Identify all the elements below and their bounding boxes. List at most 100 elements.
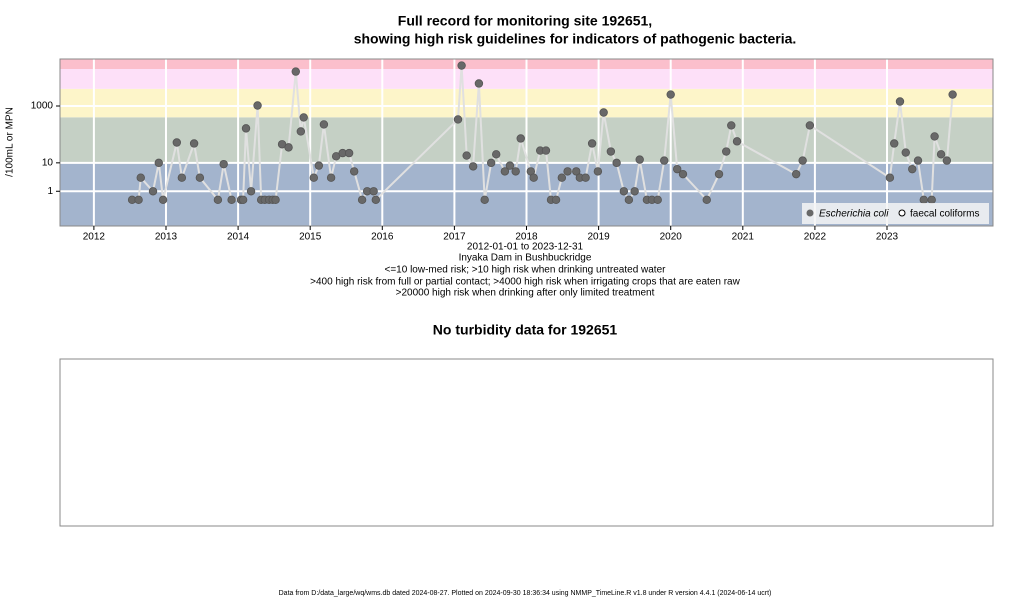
data-point — [624, 195, 634, 205]
data-point — [529, 173, 538, 182]
empty-plot-frame — [59, 358, 994, 527]
data-point — [948, 90, 957, 99]
data-point — [672, 164, 682, 174]
data-point — [913, 156, 923, 165]
x-tick-label: 2021 — [732, 232, 755, 243]
y-tick-label: 10 — [42, 157, 54, 168]
legend-symbol — [806, 209, 814, 217]
data-point — [158, 195, 168, 205]
data-point — [453, 115, 463, 124]
data-point — [901, 148, 910, 157]
x-tick-label: 2022 — [804, 232, 827, 243]
data-point — [296, 127, 306, 136]
x-tick-label: 2015 — [299, 232, 322, 243]
subtitle: <=10 low-med risk; >10 high risk when dr… — [385, 265, 667, 276]
chart-title: showing high risk guidelines for indicat… — [354, 31, 797, 47]
legend: Escherichia coli faecal coliforms — [802, 203, 989, 224]
data-point — [885, 173, 895, 182]
data-point — [593, 167, 603, 176]
data-point — [154, 158, 163, 168]
data-point — [172, 138, 182, 147]
x-tick-label: 2013 — [155, 232, 178, 243]
data-point — [291, 67, 300, 76]
data-point — [505, 161, 515, 170]
data-point — [314, 161, 324, 170]
x-tick-label: 2020 — [660, 232, 683, 243]
data-point — [486, 158, 496, 168]
data-point — [660, 156, 669, 165]
x-tick-label: 2018 — [515, 232, 538, 243]
data-point — [480, 195, 489, 205]
data-point — [468, 162, 478, 171]
data-point — [357, 195, 367, 205]
data-point — [246, 187, 256, 196]
data-point — [541, 146, 551, 155]
data-point — [727, 121, 736, 130]
data-point — [500, 167, 510, 176]
data — [127, 61, 957, 205]
data-point — [492, 150, 501, 159]
x-tick-label: 2016 — [371, 232, 394, 243]
y-axis-label: /100mL or MPN — [5, 107, 16, 177]
data-point — [702, 195, 711, 205]
data-point — [241, 124, 251, 133]
y-tick-label: 1000 — [31, 101, 54, 112]
data-point — [927, 195, 936, 205]
chart-title: Full record for monitoring site 192651, — [398, 13, 652, 29]
data-point — [722, 147, 731, 156]
data-point — [219, 159, 228, 169]
grid — [60, 59, 993, 226]
data-point — [798, 156, 807, 165]
data-point — [587, 139, 597, 148]
data-point — [653, 195, 662, 205]
subtitle: >20000 high risk when drinking after onl… — [396, 288, 655, 299]
subtitle: 2012-01-01 to 2023-12-31 — [467, 242, 584, 253]
data-point — [271, 195, 280, 205]
data-point — [195, 173, 205, 182]
x-tick-label: 2012 — [83, 232, 106, 243]
data-point — [319, 120, 329, 129]
data-point — [678, 169, 688, 179]
data-point — [606, 147, 616, 156]
data-point — [462, 151, 471, 160]
data-point — [551, 195, 561, 205]
data-point — [919, 195, 928, 205]
data-point — [791, 169, 801, 179]
data-point — [213, 195, 223, 205]
subtitle: Inyaka Dam in Bushbuckridge — [459, 253, 592, 264]
data-point — [936, 150, 946, 159]
data-point — [942, 156, 952, 165]
x-tick-label: 2017 — [443, 232, 466, 243]
y-tick-label: 1 — [47, 186, 53, 197]
data-point — [148, 187, 158, 196]
subtitle: >400 high risk from full or partial cont… — [310, 277, 740, 288]
data-point — [177, 173, 187, 182]
data-point — [309, 173, 318, 182]
data-point — [930, 132, 939, 141]
data-point — [732, 137, 742, 146]
data-point — [630, 187, 639, 196]
data-point — [666, 90, 675, 99]
data-point — [612, 158, 621, 168]
data-point — [299, 113, 308, 122]
legend-label: faecal coliforms — [910, 209, 979, 220]
data-point — [619, 187, 629, 196]
data-point — [238, 195, 248, 205]
chart-title: No turbidity data for 192651 — [433, 322, 618, 338]
data-point — [581, 173, 590, 182]
data-point — [563, 167, 572, 176]
data-point — [805, 121, 815, 130]
data-point — [635, 155, 644, 164]
data-point — [599, 108, 608, 117]
x-tick-label: 2014 — [227, 232, 250, 243]
legend-box — [802, 203, 989, 224]
legend-symbol — [898, 209, 906, 217]
data-point — [136, 173, 145, 182]
data-point — [714, 169, 724, 179]
data-point — [895, 97, 905, 106]
data-point — [349, 167, 359, 176]
data-point — [227, 195, 236, 205]
x-tick-label: 2023 — [876, 232, 899, 243]
data-point — [908, 164, 917, 174]
data-point — [371, 195, 381, 205]
